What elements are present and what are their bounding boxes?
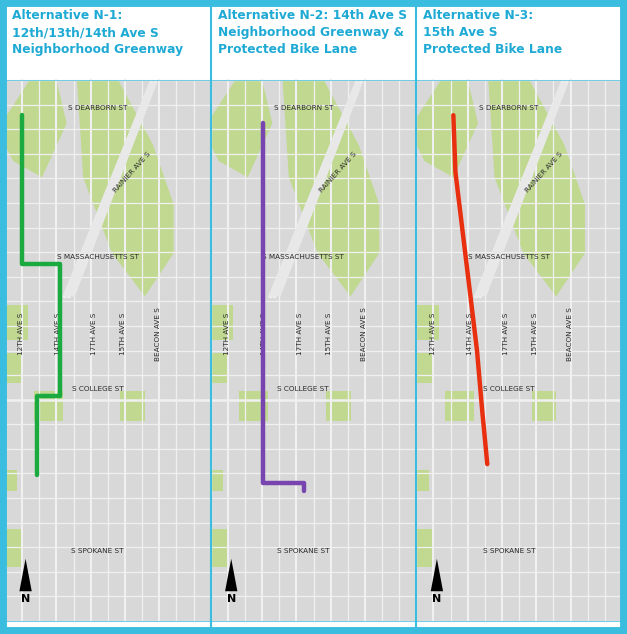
Text: Alternative N-2: 14th Ave S
Neighborhood Greenway &
Protected Bike Lane: Alternative N-2: 14th Ave S Neighborhood… <box>218 9 407 56</box>
Bar <box>326 391 350 421</box>
Bar <box>211 470 223 491</box>
Bar <box>5 304 28 340</box>
Bar <box>240 391 268 421</box>
Text: RAINIER AVE S: RAINIER AVE S <box>319 150 358 193</box>
Bar <box>416 80 622 621</box>
Text: N: N <box>21 594 30 604</box>
Text: 14TH AVE S: 14TH AVE S <box>467 313 473 356</box>
Text: S MASSACHUSETTS ST: S MASSACHUSETTS ST <box>262 254 344 259</box>
Text: RAINIER AVE S: RAINIER AVE S <box>113 150 152 193</box>
Text: 17TH AVE S: 17TH AVE S <box>297 313 303 356</box>
Bar <box>5 353 21 383</box>
Text: Alternative N-3:
15th Ave S
Protected Bike Lane: Alternative N-3: 15th Ave S Protected Bi… <box>423 9 562 56</box>
Bar <box>34 391 63 421</box>
Text: S COLLEGE ST: S COLLEGE ST <box>71 386 124 392</box>
Text: RAINIER AVE S: RAINIER AVE S <box>524 150 564 193</box>
Text: S DEARBORN ST: S DEARBORN ST <box>273 105 333 111</box>
Bar <box>416 529 433 567</box>
Bar <box>211 80 416 621</box>
Text: S MASSACHUSETTS ST: S MASSACHUSETTS ST <box>468 254 550 259</box>
Bar <box>5 470 18 491</box>
Polygon shape <box>268 82 363 297</box>
Polygon shape <box>5 80 66 178</box>
Text: N: N <box>432 594 441 604</box>
Bar <box>120 391 145 421</box>
Text: S MASSACHUSETTS ST: S MASSACHUSETTS ST <box>56 254 139 259</box>
Bar <box>211 529 227 567</box>
Polygon shape <box>63 82 157 297</box>
Text: Alternative N-1:
12th/13th/14th Ave S
Neighborhood Greenway: Alternative N-1: 12th/13th/14th Ave S Ne… <box>12 9 183 56</box>
Text: BEACON AVE S: BEACON AVE S <box>155 307 161 361</box>
Text: S COLLEGE ST: S COLLEGE ST <box>277 386 329 392</box>
Text: BEACON AVE S: BEACON AVE S <box>567 307 572 361</box>
Bar <box>211 353 227 383</box>
Text: BEACON AVE S: BEACON AVE S <box>361 307 367 361</box>
Text: 14TH AVE S: 14TH AVE S <box>261 313 267 356</box>
Bar <box>5 80 211 621</box>
Polygon shape <box>77 80 174 297</box>
Text: 12TH AVE S: 12TH AVE S <box>18 313 24 356</box>
Bar <box>5 529 21 567</box>
Text: S DEARBORN ST: S DEARBORN ST <box>68 105 127 111</box>
Text: 15TH AVE S: 15TH AVE S <box>326 313 332 356</box>
Bar <box>211 304 233 340</box>
Bar <box>532 391 556 421</box>
Bar <box>416 304 439 340</box>
Bar <box>445 391 474 421</box>
Text: 12TH AVE S: 12TH AVE S <box>224 313 230 356</box>
Text: 15TH AVE S: 15TH AVE S <box>532 313 537 356</box>
Text: N: N <box>226 594 236 604</box>
Polygon shape <box>225 559 238 592</box>
Bar <box>416 470 429 491</box>
Polygon shape <box>19 559 32 592</box>
Polygon shape <box>431 559 443 592</box>
Text: S DEARBORN ST: S DEARBORN ST <box>479 105 539 111</box>
Bar <box>416 353 433 383</box>
Polygon shape <box>283 80 379 297</box>
Text: S SPOKANE ST: S SPOKANE ST <box>71 548 124 555</box>
Text: S SPOKANE ST: S SPOKANE ST <box>483 548 535 555</box>
Text: 14TH AVE S: 14TH AVE S <box>55 313 61 356</box>
Polygon shape <box>416 80 478 178</box>
Text: S COLLEGE ST: S COLLEGE ST <box>483 386 535 392</box>
Text: 12TH AVE S: 12TH AVE S <box>429 313 436 356</box>
Bar <box>211 80 416 621</box>
Bar <box>416 80 622 621</box>
Polygon shape <box>211 80 272 178</box>
Text: 17TH AVE S: 17TH AVE S <box>503 313 508 356</box>
Text: 15TH AVE S: 15TH AVE S <box>120 313 126 356</box>
Text: S SPOKANE ST: S SPOKANE ST <box>277 548 329 555</box>
Polygon shape <box>488 80 585 297</box>
Text: 17TH AVE S: 17TH AVE S <box>92 313 97 356</box>
Polygon shape <box>474 82 569 297</box>
Bar <box>5 80 211 621</box>
